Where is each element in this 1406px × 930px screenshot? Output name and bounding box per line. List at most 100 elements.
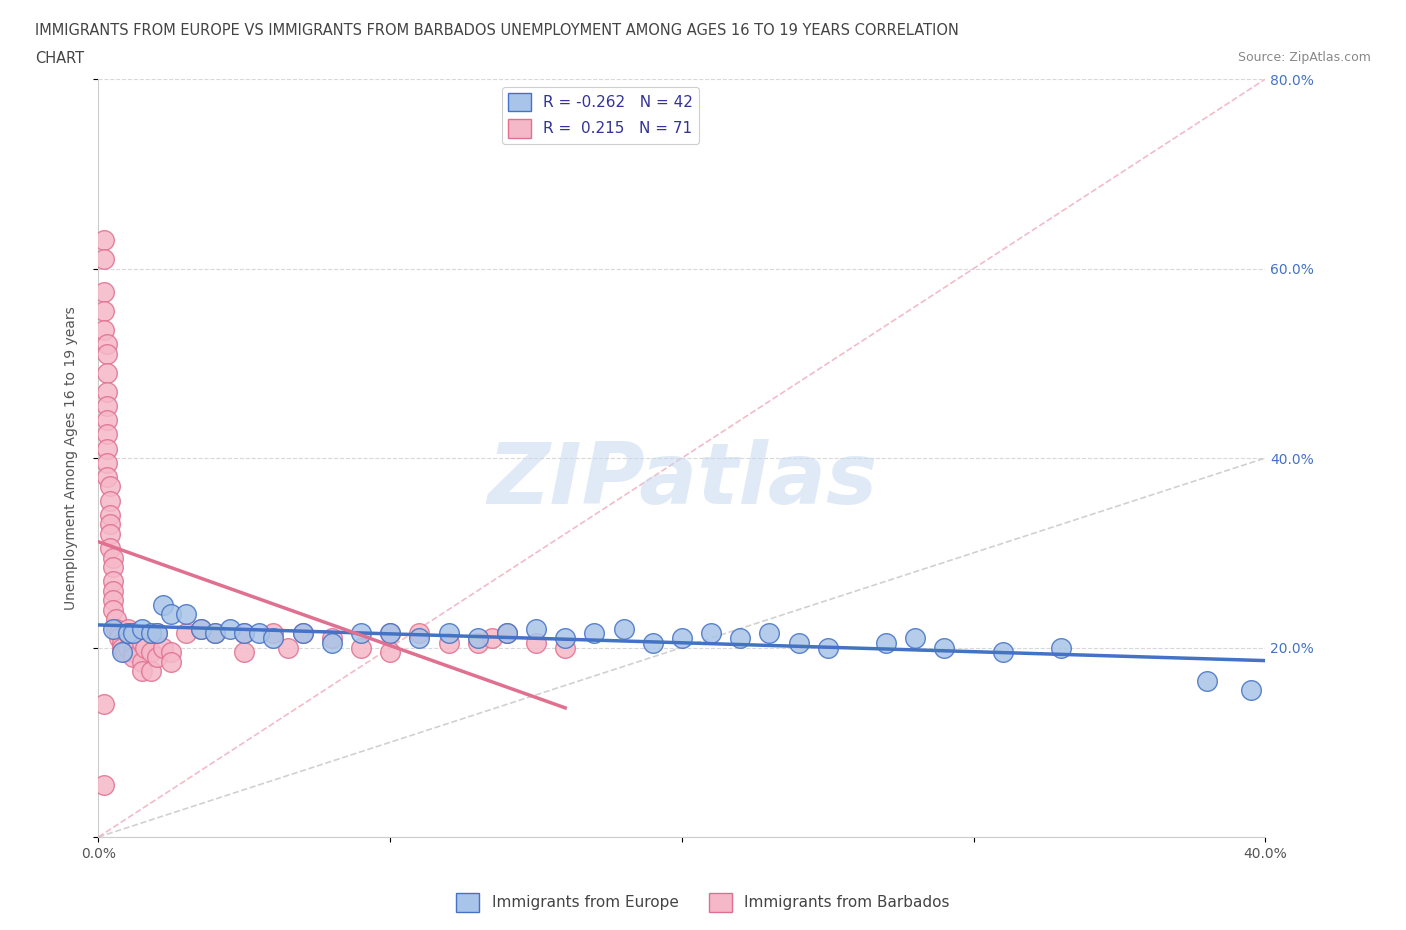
Point — [524, 635, 547, 650]
Point — [481, 631, 503, 645]
Point — [152, 597, 174, 612]
Point — [146, 626, 169, 641]
Point — [122, 644, 145, 659]
Point — [139, 664, 162, 679]
Point — [98, 493, 121, 508]
Point — [101, 560, 124, 575]
Point — [108, 626, 131, 641]
Point — [98, 526, 121, 541]
Point — [817, 640, 839, 655]
Point — [93, 304, 115, 319]
Point — [96, 346, 118, 361]
Point — [111, 635, 134, 650]
Point — [467, 635, 489, 650]
Point — [101, 603, 124, 618]
Point — [96, 398, 118, 413]
Point — [408, 631, 430, 645]
Point — [378, 626, 402, 641]
Point — [612, 621, 634, 636]
Point — [758, 626, 780, 641]
Point — [96, 365, 118, 380]
Point — [1050, 640, 1073, 655]
Point — [408, 626, 430, 641]
Point — [174, 626, 197, 641]
Point — [96, 413, 118, 428]
Point — [101, 621, 124, 636]
Legend: R = -0.262   N = 42, R =  0.215   N = 71: R = -0.262 N = 42, R = 0.215 N = 71 — [502, 86, 699, 144]
Point — [146, 649, 169, 664]
Point — [277, 640, 299, 655]
Point — [96, 470, 118, 485]
Point — [671, 631, 693, 645]
Point — [554, 631, 576, 645]
Point — [98, 479, 121, 494]
Point — [111, 644, 134, 659]
Point — [104, 621, 127, 636]
Point — [524, 621, 547, 636]
Point — [174, 607, 197, 622]
Point — [467, 631, 489, 645]
Point — [233, 626, 256, 641]
Point — [101, 592, 124, 607]
Point — [378, 626, 402, 641]
Point — [583, 626, 606, 641]
Point — [262, 626, 284, 641]
Point — [117, 626, 139, 641]
Point — [139, 644, 162, 659]
Point — [96, 384, 118, 399]
Point — [1240, 683, 1263, 698]
Point — [350, 626, 373, 641]
Point — [146, 626, 169, 641]
Point — [1195, 673, 1218, 688]
Point — [218, 621, 240, 636]
Point — [904, 631, 927, 645]
Point — [98, 540, 121, 555]
Point — [93, 285, 115, 299]
Point — [321, 631, 343, 645]
Point — [495, 626, 517, 641]
Point — [321, 635, 343, 650]
Point — [117, 640, 139, 655]
Point — [131, 635, 153, 650]
Point — [93, 777, 115, 792]
Point — [160, 644, 183, 659]
Point — [114, 644, 136, 659]
Point — [291, 626, 314, 641]
Point — [875, 635, 897, 650]
Point — [93, 697, 115, 711]
Point — [93, 323, 115, 338]
Point — [495, 626, 517, 641]
Point — [101, 574, 124, 589]
Point — [787, 635, 810, 650]
Point — [728, 631, 751, 645]
Point — [111, 640, 134, 655]
Point — [96, 427, 118, 442]
Point — [122, 649, 145, 664]
Point — [991, 644, 1014, 659]
Point — [96, 441, 118, 456]
Text: ZIPatlas: ZIPatlas — [486, 439, 877, 523]
Point — [190, 621, 212, 636]
Point — [139, 626, 162, 641]
Point — [131, 664, 153, 679]
Text: Source: ZipAtlas.com: Source: ZipAtlas.com — [1237, 51, 1371, 64]
Point — [101, 550, 124, 565]
Point — [554, 640, 576, 655]
Point — [233, 626, 256, 641]
Point — [98, 508, 121, 523]
Point — [204, 626, 226, 641]
Point — [160, 655, 183, 670]
Point — [160, 607, 183, 622]
Point — [93, 252, 115, 267]
Point — [437, 635, 460, 650]
Point — [117, 626, 139, 641]
Legend: Immigrants from Europe, Immigrants from Barbados: Immigrants from Europe, Immigrants from … — [450, 887, 956, 918]
Point — [204, 626, 226, 641]
Point — [700, 626, 723, 641]
Point — [247, 626, 270, 641]
Point — [641, 635, 664, 650]
Point — [190, 621, 212, 636]
Point — [96, 337, 118, 352]
Point — [437, 626, 460, 641]
Point — [101, 583, 124, 598]
